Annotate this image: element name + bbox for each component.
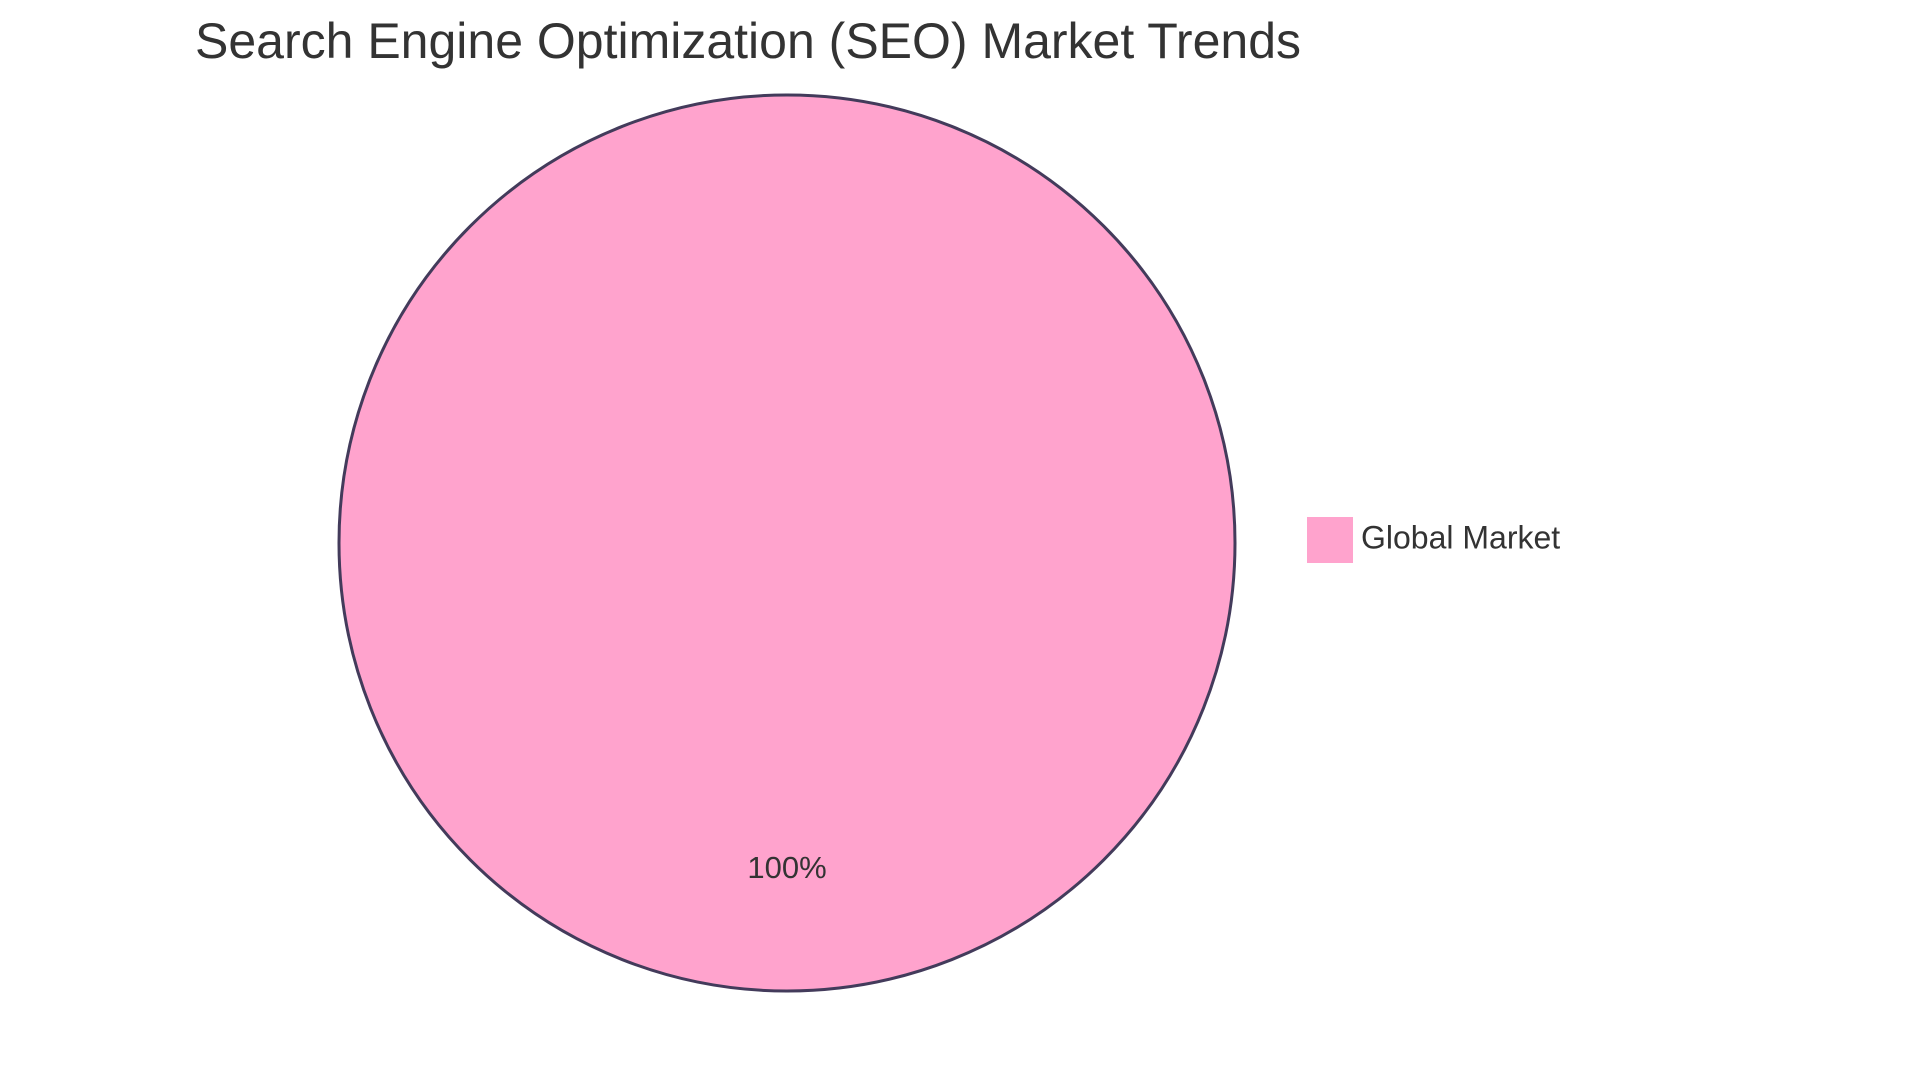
pie-slices — [337, 93, 1237, 993]
legend-swatch-1 — [1307, 517, 1353, 563]
pie-slice-labels: 100% — [747, 850, 826, 885]
legend: Global Market — [1307, 517, 1560, 563]
chart-title: Search Engine Optimization (SEO) Market … — [195, 13, 1301, 69]
pie-slice-1 — [337, 93, 1237, 993]
pie-slice-label-1: 100% — [747, 850, 826, 885]
legend-label-1: Global Market — [1361, 519, 1560, 555]
